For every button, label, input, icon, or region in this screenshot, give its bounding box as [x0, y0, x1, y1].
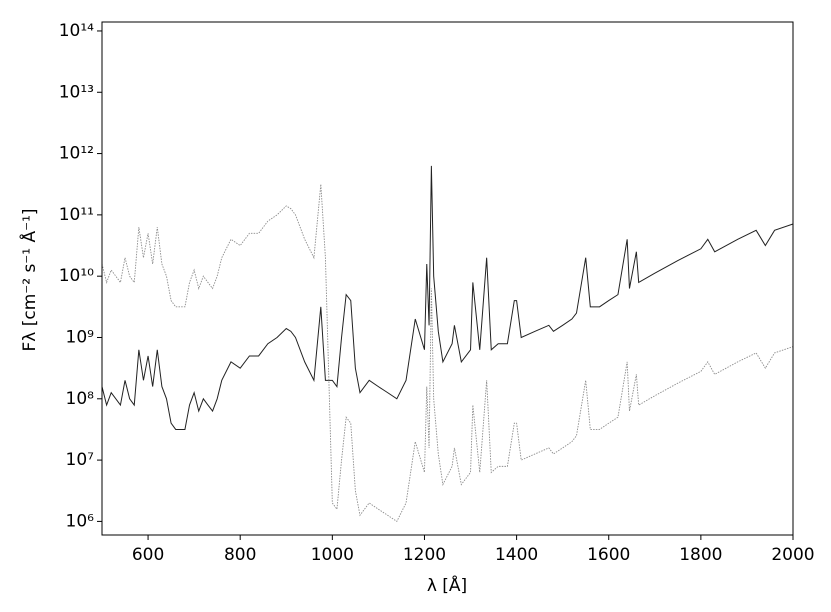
y-tick-label: 10⁹ [66, 327, 95, 347]
y-axis-label: Fλ [cm⁻² s⁻¹ Å⁻¹] [18, 208, 40, 351]
x-tick-label: 800 [224, 545, 256, 565]
y-tick-label: 10¹⁰ [59, 266, 94, 286]
y-tick-label: 10¹³ [59, 82, 94, 102]
y-tick-label: 10¹² [59, 144, 94, 164]
y-tick-label: 10⁶ [66, 511, 95, 531]
x-tick-label: 1800 [679, 545, 722, 565]
x-tick-label: 1400 [495, 545, 538, 565]
x-tick-label: 600 [132, 545, 164, 565]
plot-frame [101, 21, 794, 536]
y-tick-label: 10⁸ [66, 389, 95, 409]
x-tick-label: 1200 [403, 545, 446, 565]
y-tick-label: 10⁷ [66, 450, 95, 470]
series-line [101, 184, 794, 523]
y-tick-label: 10¹⁴ [59, 21, 94, 41]
x-tick-label: 1600 [587, 545, 630, 565]
series-line [101, 165, 794, 430]
x-tick-label: 1000 [311, 545, 354, 565]
y-tick-label: 10¹¹ [59, 205, 94, 225]
x-tick-label: 2000 [771, 545, 814, 565]
x-axis-label: λ [Å] [427, 574, 467, 596]
